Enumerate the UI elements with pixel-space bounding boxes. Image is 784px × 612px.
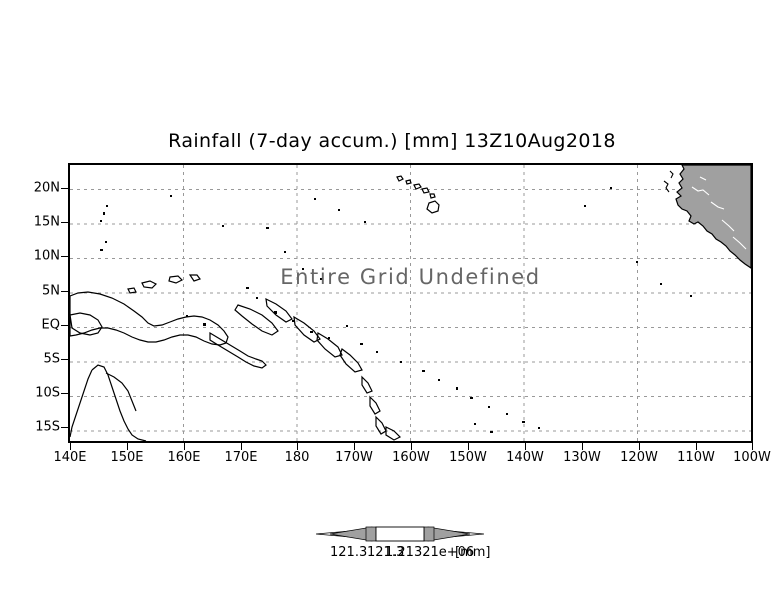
x-tick-mark [127,443,128,450]
y-tick-mark [61,359,68,360]
y-axis-label-20n: 20N [33,180,60,196]
x-axis-label-140e: 140E [53,450,87,465]
y-tick-mark [61,256,68,257]
colorbar-label-mid: 121.3 [367,545,405,560]
x-tick-mark [70,443,71,450]
x-tick-mark [241,443,242,450]
x-axis-label-150w: 150W [449,450,487,465]
x-axis-label-140w: 140W [506,450,544,465]
x-axis-label-110w: 110W [677,450,715,465]
x-axis-label-160w: 160W [392,450,430,465]
y-tick-mark [61,222,68,223]
x-axis-label-120w: 120W [620,450,658,465]
y-axis-label-15n: 15N [33,214,60,230]
x-tick-mark [468,443,469,450]
landmass-central-america [663,165,751,269]
y-tick-mark [61,427,68,428]
x-axis-label-170w: 170W [335,450,373,465]
coastline-melanesia [361,375,402,441]
x-axis-label-170e: 170E [224,450,258,465]
y-axis-label-5s: 5S [43,351,60,367]
x-tick-mark [525,443,526,450]
small-islands [100,187,692,433]
x-tick-mark [639,443,640,450]
x-axis-label-160e: 160E [167,450,201,465]
y-axis-label-10n: 10N [33,248,60,264]
coastline-australia [70,364,147,441]
y-tick-mark [61,188,68,189]
colorbar-block-gray-right [423,526,435,542]
map-plot-area: Entire Grid Undefined [68,163,753,443]
colorbar-block-gray-left [365,526,377,542]
x-tick-mark [354,443,355,450]
x-tick-mark [184,443,185,450]
colorbar-tick-labels: 121.3 121.3 1.21321e+06 [mm] [0,545,784,563]
y-tick-mark [61,291,68,292]
colorbar-label-left: 121.3 [330,545,368,560]
x-tick-mark [297,443,298,450]
x-axis-label-180: 180 [284,450,310,465]
y-tick-mark [61,393,68,394]
y-axis-label-5n: 5N [42,283,60,299]
x-tick-mark [582,443,583,450]
y-tick-mark [61,325,68,326]
x-axis-label-130w: 130W [563,450,601,465]
coastline-new-guinea [70,274,363,373]
x-axis-label-100w: 100W [733,450,771,465]
y-axis-label-10s: 10S [35,385,60,401]
colorbar-block-white [375,526,425,542]
grid-lines [70,165,751,441]
x-axis-label-150e: 150E [110,450,144,465]
colorbar-label-right: 1.21321e+06 [385,545,475,560]
y-axis-label-15s: 15S [35,419,60,435]
colorbar [316,526,484,542]
entire-grid-undefined-message: Entire Grid Undefined [280,265,541,289]
colorbar-units-label: [mm] [455,545,491,560]
x-tick-mark [696,443,697,450]
x-tick-mark [411,443,412,450]
y-axis-label-eq: EQ [41,317,60,333]
map-canvas [70,165,751,441]
page-title: Rainfall (7-day accum.) [mm] 13Z10Aug201… [168,130,616,152]
hawaiian-islands [396,175,440,214]
x-tick-mark [752,443,753,450]
